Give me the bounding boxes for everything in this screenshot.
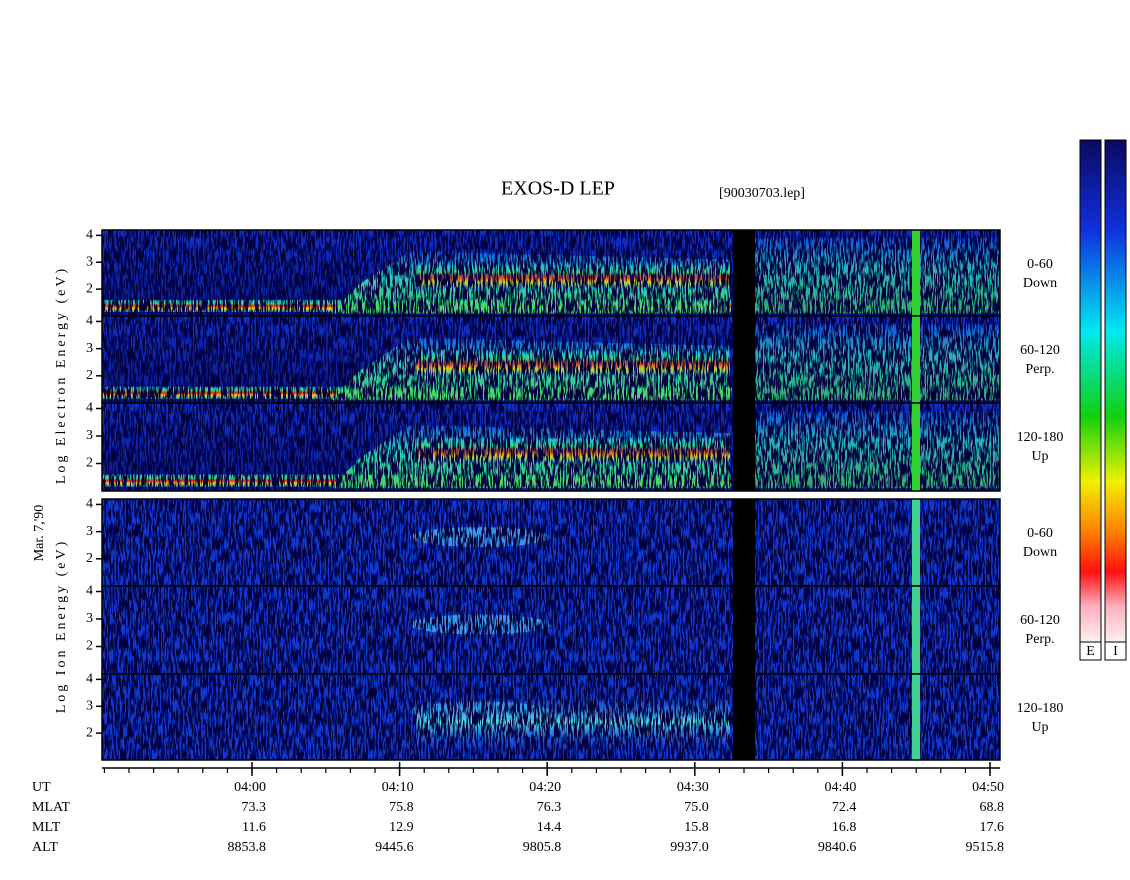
cell: 72.4	[832, 800, 857, 815]
cell: 73.3	[242, 800, 267, 815]
title: EXOS-D LEP	[501, 178, 615, 200]
panel-label: 0-60	[1027, 526, 1053, 541]
y-tick-label: 2	[86, 281, 93, 296]
bright-stripe	[912, 316, 920, 403]
cell: 04:20	[529, 780, 561, 795]
y-tick-label: 3	[86, 254, 93, 269]
panel-label: 60-120	[1020, 613, 1060, 628]
cell: 9937.0	[670, 840, 709, 855]
y-tick-label: 4	[86, 672, 93, 687]
spectrogram-panel	[101, 315, 1001, 404]
cell: 75.8	[389, 800, 414, 815]
cell: 15.8	[684, 820, 709, 835]
colorbar-label-box	[1104, 641, 1127, 661]
panel-label: Down	[1023, 276, 1057, 291]
cell: 04:00	[234, 780, 266, 795]
y-tick-label: 2	[86, 639, 93, 654]
bright-stripe	[912, 403, 920, 491]
spectrogram-panel	[101, 402, 1001, 492]
bright-stripe	[912, 499, 920, 586]
panel-label: Perp.	[1025, 362, 1054, 377]
y-tick-label: 3	[86, 341, 93, 356]
colorbar	[1079, 139, 1102, 643]
y-tick-label: 2	[86, 456, 93, 471]
bright-stripe	[912, 586, 920, 674]
spectrogram-panel	[101, 498, 1001, 587]
colorbars: E I	[1079, 139, 1127, 661]
date-label: Mar. 7,'90	[32, 505, 47, 562]
cell: 9805.8	[523, 840, 562, 855]
y-tick-label: 2	[86, 551, 93, 566]
cell: 11.6	[242, 820, 266, 835]
cell: 04:10	[382, 780, 414, 795]
noise	[102, 674, 1000, 760]
row-label: MLAT	[32, 800, 71, 815]
cell: 04:50	[972, 780, 1004, 795]
cell: 9445.6	[375, 840, 414, 855]
panel-label: Up	[1031, 449, 1048, 464]
noise	[102, 230, 1000, 316]
bright-stripe	[912, 674, 920, 760]
data-gap	[733, 403, 755, 491]
data-gap	[733, 230, 755, 316]
colorbar	[1104, 139, 1127, 643]
spectrogram-panel	[101, 585, 1001, 675]
cell: 9515.8	[966, 840, 1005, 855]
row-label: MLT	[32, 820, 61, 835]
noise	[102, 586, 1000, 674]
colorbar-label: E	[1086, 644, 1095, 659]
cell: 16.8	[832, 820, 857, 835]
cell: 8853.8	[228, 840, 267, 855]
panel-label: 60-120	[1020, 343, 1060, 358]
colorbar-label: I	[1113, 644, 1118, 659]
spectrogram-panel	[101, 673, 1001, 761]
cell: 04:30	[677, 780, 709, 795]
panel-label: Perp.	[1025, 632, 1054, 647]
y-tick-label: 4	[86, 314, 93, 329]
y-tick-label: 2	[86, 725, 93, 740]
panel-label: 120-180	[1017, 701, 1064, 716]
row-label: ALT	[32, 840, 58, 855]
row-label: UT	[32, 780, 51, 795]
data-gap	[733, 674, 755, 760]
bright-stripe	[912, 230, 920, 316]
cell: 76.3	[537, 800, 562, 815]
cell: 14.4	[537, 820, 562, 835]
panel-label: Up	[1031, 720, 1048, 735]
y-tick-label: 3	[86, 698, 93, 713]
panel-frame	[101, 402, 1001, 492]
colorbar-label-box	[1079, 641, 1102, 661]
file-name: [90030703.lep]	[719, 186, 805, 201]
panel-label: Down	[1023, 545, 1057, 560]
panel-label: 120-180	[1017, 430, 1064, 445]
cell: 68.8	[980, 800, 1005, 815]
y-tick-label: 2	[86, 368, 93, 383]
y-tick-label: 4	[86, 584, 93, 599]
y-tick-label: 3	[86, 524, 93, 539]
electron-axis-label: Log Electron Energy (eV)	[54, 266, 69, 484]
noise	[102, 316, 1000, 403]
cell: 75.0	[684, 800, 709, 815]
data-gap	[733, 499, 755, 586]
cell: 17.6	[980, 820, 1005, 835]
spectrogram-panel	[101, 229, 1001, 317]
ion-axis-label: Log Ion Energy (eV)	[54, 539, 69, 714]
cell: 04:40	[825, 780, 857, 795]
y-tick-label: 3	[86, 611, 93, 626]
panel-label: 0-60	[1027, 257, 1053, 272]
cell: 12.9	[389, 820, 414, 835]
panel-frame	[101, 673, 1001, 761]
cell: 9840.6	[818, 840, 857, 855]
y-tick-label: 4	[86, 401, 93, 416]
noise	[102, 499, 1000, 586]
y-tick-label: 4	[86, 497, 93, 512]
y-tick-label: 4	[86, 228, 93, 243]
y-tick-label: 3	[86, 428, 93, 443]
data-gap	[733, 316, 755, 403]
data-gap	[733, 586, 755, 674]
noise	[102, 403, 1000, 491]
